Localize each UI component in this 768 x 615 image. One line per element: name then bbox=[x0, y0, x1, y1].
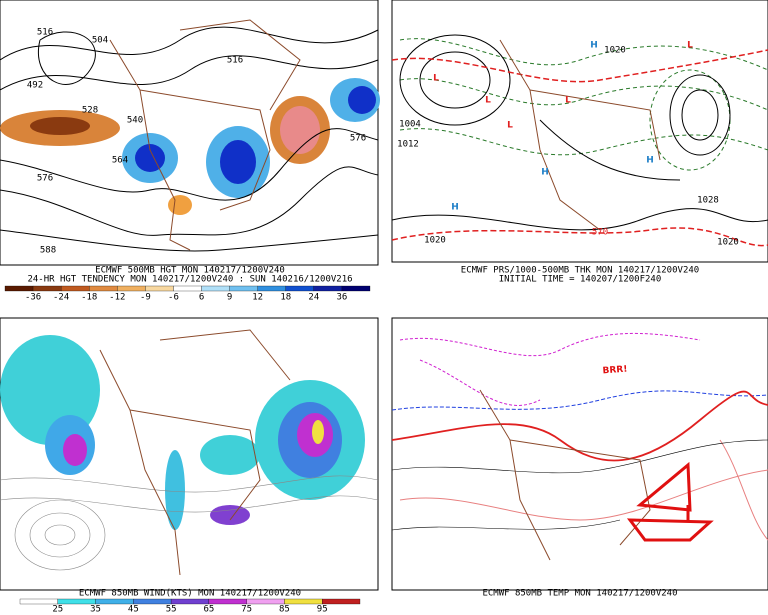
caption: ECMWF 500MB HGT MON 140217/1200V240 bbox=[95, 266, 285, 276]
colorbar-label: 25 bbox=[52, 605, 63, 615]
colorbar-label: 55 bbox=[166, 605, 177, 615]
colorbar-segment bbox=[173, 285, 202, 292]
caption: ECMWF 850MB TEMP MON 140217/1200V240 bbox=[482, 589, 677, 599]
colorbar-label: 9 bbox=[227, 293, 232, 303]
colorbar-segment bbox=[284, 598, 323, 605]
contour-label: 1028 bbox=[697, 196, 719, 206]
colorbar-segment bbox=[170, 598, 210, 605]
caption: ECMWF 850MB WIND(KTS) MON 140217/1200V24… bbox=[79, 589, 301, 599]
colorbar-label: 6 bbox=[199, 293, 204, 303]
colorbar-segment bbox=[341, 285, 371, 292]
colorbar-segment bbox=[201, 285, 230, 292]
pressure-center: L bbox=[565, 96, 571, 106]
boat-doodle bbox=[626, 461, 714, 542]
colorbar-label: 35 bbox=[90, 605, 101, 615]
colorbar-label: 85 bbox=[279, 605, 290, 615]
dynamic-content: ECMWF 500MB HGT MON 140217/1200V24024-HR… bbox=[4, 28, 739, 615]
colorbar-segment bbox=[61, 285, 90, 292]
colorbar-segment bbox=[4, 285, 34, 292]
colorbar-label: 12 bbox=[252, 293, 263, 303]
colorbar-label: 24 bbox=[308, 293, 319, 303]
colorbar-label: -18 bbox=[81, 293, 97, 303]
pressure-center: H bbox=[590, 41, 598, 51]
colorbar-segment bbox=[322, 598, 361, 605]
colorbar-label: 95 bbox=[317, 605, 328, 615]
contour-label: 1012 bbox=[397, 140, 419, 150]
pressure-center: H bbox=[451, 203, 459, 213]
caption: ECMWF PRS/1000-500MB THK MON 140217/1200… bbox=[461, 266, 699, 276]
contour-label: 1020 bbox=[604, 46, 626, 56]
pressure-center: L bbox=[687, 41, 693, 51]
contour-label: 576 bbox=[37, 174, 53, 184]
contour-label: 570 bbox=[592, 228, 608, 238]
pressure-center: H bbox=[646, 156, 654, 166]
colorbar-segment bbox=[246, 598, 285, 605]
panel-2-map bbox=[391, 0, 768, 263]
contour-label: 516 bbox=[227, 56, 243, 66]
colorbar-segment bbox=[257, 285, 286, 292]
colorbar-label: 36 bbox=[337, 293, 348, 303]
colorbar-segment bbox=[285, 285, 314, 292]
colorbar-label: -36 bbox=[25, 293, 41, 303]
pressure-center: L bbox=[433, 74, 439, 84]
colorbar-label: -9 bbox=[140, 293, 151, 303]
colorbar-segment bbox=[313, 285, 343, 292]
contour-label: 1020 bbox=[424, 236, 446, 246]
pressure-center: L bbox=[507, 121, 513, 131]
panel-1-map bbox=[0, 0, 380, 266]
contour-label: 1020 bbox=[717, 238, 739, 248]
pressure-center: H bbox=[541, 168, 549, 178]
colorbar-segment bbox=[32, 285, 62, 292]
colorbar-label: 45 bbox=[128, 605, 139, 615]
colorbar-segment bbox=[89, 285, 118, 292]
contour-label: 1004 bbox=[399, 120, 421, 130]
subcaption: 24-HR HGT TENDENCY MON 140217/1200V240 :… bbox=[27, 275, 352, 285]
contour-label: 588 bbox=[40, 246, 56, 256]
panel-3-map bbox=[0, 317, 379, 591]
colorbar-label: -24 bbox=[53, 293, 69, 303]
contour-label: 492 bbox=[27, 81, 43, 91]
colorbar-label: 75 bbox=[241, 605, 252, 615]
colorbar-label: 65 bbox=[203, 605, 214, 615]
colorbar-segment bbox=[57, 598, 96, 605]
contour-label: 564 bbox=[112, 156, 128, 166]
colorbar-segment bbox=[229, 285, 258, 292]
colorbar-segment bbox=[208, 598, 247, 605]
contour-label: 576 bbox=[350, 134, 366, 144]
colorbar-segment bbox=[145, 285, 174, 292]
colorbar-label: 18 bbox=[280, 293, 291, 303]
subcaption: INITIAL TIME = 140207/1200F240 bbox=[499, 275, 662, 285]
contour-label: 528 bbox=[82, 106, 98, 116]
colorbar-segment bbox=[95, 598, 134, 605]
colorbar-segment bbox=[117, 285, 146, 292]
contour-label: 540 bbox=[127, 116, 143, 126]
colorbar-segment bbox=[19, 598, 58, 605]
colorbar-label: -12 bbox=[109, 293, 125, 303]
contour-label: 504 bbox=[92, 36, 108, 46]
panel-4-map bbox=[391, 317, 768, 591]
contour-label: 516 bbox=[37, 28, 53, 38]
annotation: BRR! bbox=[602, 365, 627, 377]
pressure-center: L bbox=[485, 96, 491, 106]
colorbar-label: -6 bbox=[168, 293, 179, 303]
colorbar-segment bbox=[133, 598, 172, 605]
